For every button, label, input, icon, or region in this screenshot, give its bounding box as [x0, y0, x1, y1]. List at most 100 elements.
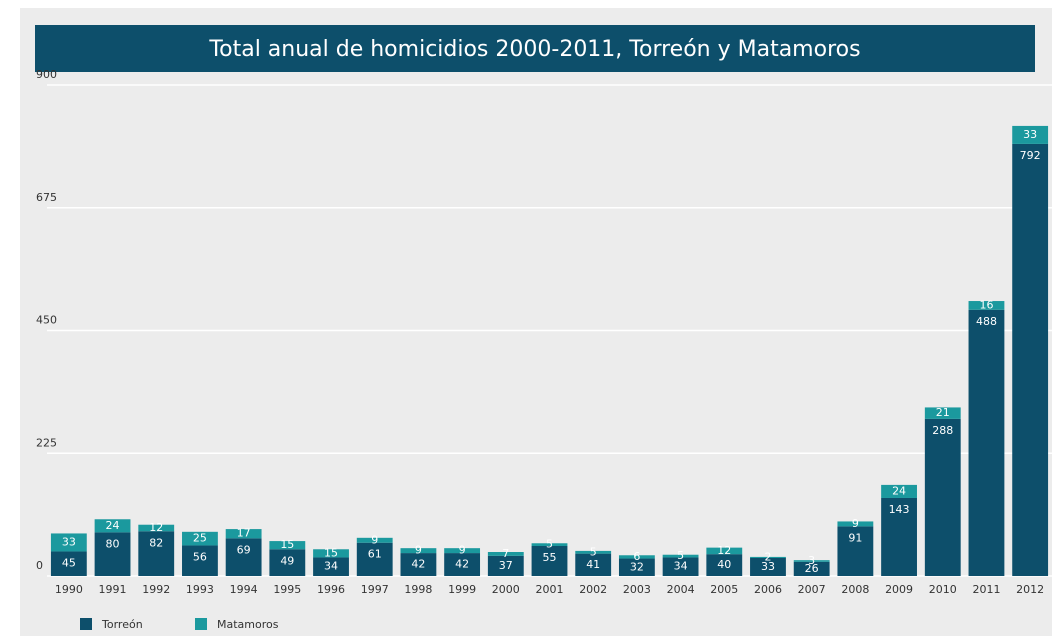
y-tick-label: 0 — [36, 559, 43, 572]
x-tick-label: 2010 — [929, 583, 957, 596]
y-tick-label: 225 — [36, 436, 57, 449]
x-tick-label: 2004 — [667, 583, 695, 596]
bar-segment — [531, 543, 568, 546]
bar-segment — [400, 548, 437, 554]
data-label: 7 — [502, 547, 509, 560]
x-tick-label: 2012 — [1016, 583, 1044, 596]
data-label: 15 — [324, 546, 338, 559]
title-bar — [35, 25, 1035, 72]
bar-segment — [618, 558, 655, 576]
bar-segment — [225, 529, 262, 539]
data-label: 37 — [499, 559, 513, 572]
bar-segment — [968, 301, 1005, 310]
bar-segment — [94, 519, 131, 533]
legend-label: Matamoros — [217, 618, 279, 631]
data-label: 69 — [237, 543, 251, 556]
data-label: 42 — [455, 558, 469, 571]
data-label: 17 — [237, 527, 251, 540]
x-tick-label: 1996 — [317, 583, 345, 596]
bar-segment — [881, 497, 917, 576]
data-label: 56 — [193, 550, 207, 563]
bar-segment — [662, 557, 699, 576]
data-label: 3 — [808, 554, 815, 567]
x-tick-label: 1994 — [230, 583, 258, 596]
x-tick-label: 2003 — [623, 583, 651, 596]
data-label: 40 — [717, 558, 731, 571]
y-tick-label: 900 — [36, 68, 57, 81]
bar-segment — [94, 532, 131, 576]
bar-segment — [924, 407, 961, 419]
x-tick-label: 2007 — [798, 583, 826, 596]
panel — [20, 8, 1052, 636]
legend-label: Torreón — [101, 618, 143, 631]
data-label: 288 — [932, 424, 953, 437]
bar-segment — [881, 484, 917, 498]
data-label: 24 — [892, 484, 906, 497]
bar-segment — [968, 309, 1005, 576]
bar-segment — [313, 549, 349, 558]
x-tick-label: 2001 — [536, 583, 564, 596]
bar-segment — [1012, 143, 1049, 577]
data-label: 9 — [415, 544, 422, 557]
data-label: 33 — [1023, 128, 1037, 141]
x-tick-label: 1998 — [404, 583, 432, 596]
data-label: 12 — [149, 521, 163, 534]
x-tick-label: 1995 — [273, 583, 301, 596]
bar-segment — [356, 537, 393, 543]
data-label: 42 — [411, 558, 425, 571]
data-label: 5 — [546, 538, 553, 551]
bar-segment — [356, 542, 393, 576]
data-label: 21 — [936, 406, 950, 419]
x-tick-label: 2006 — [754, 583, 782, 596]
bar-segment — [182, 531, 218, 546]
bar-segment — [487, 555, 524, 576]
data-label: 15 — [280, 538, 294, 551]
data-label: 91 — [848, 531, 862, 544]
bar-segment — [750, 556, 786, 558]
data-label: 26 — [805, 562, 819, 575]
bar-segment — [706, 554, 743, 576]
chart-title: Total anual de homicidios 2000-2011, Tor… — [208, 37, 860, 62]
y-tick-label: 675 — [36, 191, 57, 204]
bar-segment — [50, 533, 87, 552]
bar-segment — [837, 526, 874, 576]
x-tick-label: 1993 — [186, 583, 214, 596]
x-tick-label: 1999 — [448, 583, 476, 596]
bar-segment — [225, 538, 262, 576]
data-label: 41 — [586, 558, 600, 571]
bar-segment — [400, 553, 437, 576]
data-label: 45 — [62, 556, 76, 569]
bar-segment — [269, 541, 306, 550]
bar-segment — [837, 521, 874, 527]
bar-segment — [706, 547, 743, 555]
x-tick-label: 1997 — [361, 583, 389, 596]
x-tick-label: 1990 — [55, 583, 83, 596]
bar-segment — [269, 549, 306, 576]
bar-segment — [793, 561, 830, 576]
data-label: 488 — [976, 315, 997, 328]
data-label: 61 — [368, 548, 382, 561]
bar-segment — [750, 557, 786, 576]
data-label: 9 — [459, 544, 466, 557]
data-label: 9 — [852, 517, 859, 530]
data-label: 80 — [106, 537, 120, 550]
data-label: 792 — [1020, 149, 1041, 162]
bar-segment — [313, 557, 349, 576]
x-tick-label: 2008 — [841, 583, 869, 596]
data-label: 82 — [149, 536, 163, 549]
data-label: 49 — [280, 554, 294, 567]
data-label: 12 — [717, 544, 731, 557]
data-label: 5 — [590, 545, 597, 558]
bar-segment — [138, 531, 175, 576]
data-label: 55 — [543, 551, 557, 564]
bar-segment — [50, 551, 87, 576]
data-label: 34 — [324, 560, 338, 573]
data-label: 33 — [62, 535, 76, 548]
y-tick-label: 450 — [36, 314, 57, 327]
data-label: 16 — [979, 298, 993, 311]
bar-segment — [924, 418, 961, 576]
data-label: 25 — [193, 532, 207, 545]
data-label: 2 — [764, 550, 771, 563]
data-label: 32 — [630, 560, 644, 573]
